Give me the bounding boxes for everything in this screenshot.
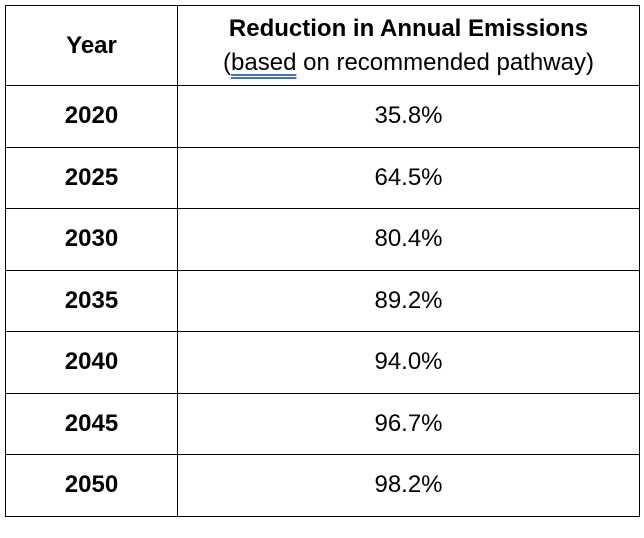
- reduction-header-subtitle: (based on recommended pathway): [178, 46, 639, 80]
- reduction-column-header: Reduction in Annual Emissions (based on …: [177, 5, 640, 86]
- table-row: 2025 64.5%: [5, 146, 640, 209]
- reduction-value-cell: 96.7%: [177, 392, 640, 455]
- emissions-reduction-table: Year Reduction in Annual Emissions (base…: [5, 5, 640, 517]
- subtitle-underlined-word: based: [231, 48, 297, 76]
- reduction-value-cell: 35.8%: [177, 85, 640, 148]
- year-cell: 2045: [5, 392, 178, 455]
- reduction-value-cell: 64.5%: [177, 146, 640, 209]
- year-cell: 2030: [5, 208, 178, 271]
- table-row: 2040 94.0%: [5, 331, 640, 394]
- table-row: 2030 80.4%: [5, 208, 640, 271]
- subtitle-rest: on recommended pathway): [296, 48, 594, 76]
- reduction-value-cell: 80.4%: [177, 208, 640, 271]
- header-row: Year Reduction in Annual Emissions (base…: [5, 5, 640, 86]
- reduction-value-cell: 94.0%: [177, 331, 640, 394]
- year-cell: 2025: [5, 146, 178, 209]
- table-row: 2035 89.2%: [5, 269, 640, 332]
- year-column-header: Year: [5, 5, 178, 86]
- table-row: 2050 98.2%: [5, 454, 640, 517]
- table-row: 2045 96.7%: [5, 392, 640, 455]
- reduction-value-cell: 89.2%: [177, 269, 640, 332]
- year-cell: 2035: [5, 269, 178, 332]
- subtitle-open-paren: (: [223, 48, 232, 76]
- year-cell: 2020: [5, 85, 178, 148]
- reduction-value-cell: 98.2%: [177, 454, 640, 517]
- year-cell: 2050: [5, 454, 178, 517]
- reduction-header-title: Reduction in Annual Emissions: [228, 14, 589, 42]
- year-cell: 2040: [5, 331, 178, 394]
- table-row: 2020 35.8%: [5, 85, 640, 148]
